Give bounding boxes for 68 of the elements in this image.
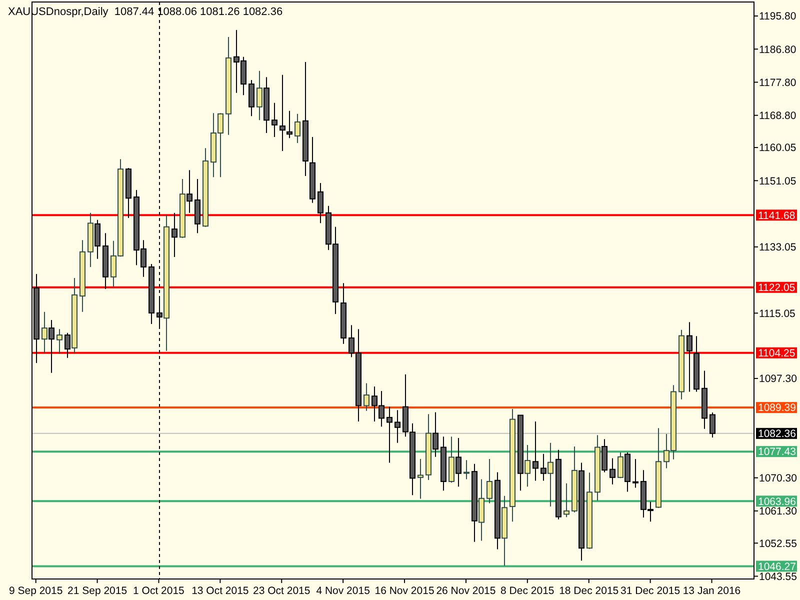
y-tick-label: 1160.05 [759,142,796,154]
ref-line-label: 1089.39 [758,402,796,414]
ref-line-label: 1104.25 [758,348,796,360]
candlestick [64,332,70,358]
candlestick [432,412,438,458]
ref-line-label: 1082.36 [758,428,796,440]
x-tick-label: 9 Sep 2015 [8,585,63,597]
candlestick [418,458,424,500]
candlestick [272,102,278,138]
y-tick-label: 1177.80 [759,76,796,89]
candlestick [286,110,292,139]
candlestick [464,460,470,480]
candlestick [186,170,192,214]
candlestick [56,328,62,354]
candlestick [602,438,608,473]
ref-line-label: 1077.43 [758,446,796,458]
candlestick [610,458,616,485]
candlestick [478,478,484,542]
candlestick [42,311,48,354]
candlestick [540,453,546,482]
candlestick [280,74,286,152]
x-tick-label: 23 Oct 2015 [253,585,310,597]
y-tick-label: 1061.30 [759,506,798,518]
y-tick-label: 1186.80 [759,44,796,56]
ref-line-label: 1122.05 [758,282,796,294]
ref-line-label: 1046.27 [758,560,796,573]
y-tick-label: 1043.55 [759,570,798,583]
candlestick [172,212,178,258]
candlestick [318,182,324,224]
candlestick [394,410,400,444]
candlestick [618,452,624,479]
candlestick [194,178,200,234]
x-tick-label: 13 Jan 2016 [682,585,741,597]
y-tick-label: 1195.80 [759,10,796,23]
y-tick-label: 1097.30 [759,373,798,386]
candlestick [686,322,692,392]
y-tick-label: 1133.05 [759,242,796,254]
candlestick [548,442,554,508]
candlestick [364,382,370,412]
candlestick [248,80,254,117]
candlestick [256,70,262,121]
candlestick [564,482,570,518]
x-tick-label: 8 Dec 2015 [500,585,554,597]
candlestick [48,319,54,374]
y-tick-label: 1052.55 [759,538,798,550]
candlestick [524,444,530,488]
ref-line-label: 1063.96 [758,496,796,508]
y-tick-label: 1115.05 [759,308,796,320]
candlestick [386,406,392,464]
x-tick-label: 1 Oct 2015 [133,585,185,597]
y-tick-label: 1151.05 [759,175,796,188]
ref-line-label: 1141.68 [758,210,796,222]
candlestick [710,412,716,438]
candlestick [632,458,638,488]
candlestick [294,113,300,144]
candlestick [532,421,538,482]
candlestick [456,438,462,488]
y-tick-label: 1168.80 [759,110,796,122]
x-tick-label: 26 Nov 2015 [436,585,496,597]
x-tick-label: 13 Oct 2015 [192,585,249,597]
x-tick-label: 31 Dec 2015 [620,585,680,597]
candlestick [94,219,100,260]
candlestick [486,458,492,504]
x-tick-label: 18 Dec 2015 [559,585,619,597]
y-tick-label: 1070.30 [759,472,798,484]
x-tick-label: 21 Sep 2015 [68,585,128,597]
x-tick-label: 4 Nov 2015 [316,585,370,597]
x-tick-label: 16 Nov 2015 [374,585,434,597]
